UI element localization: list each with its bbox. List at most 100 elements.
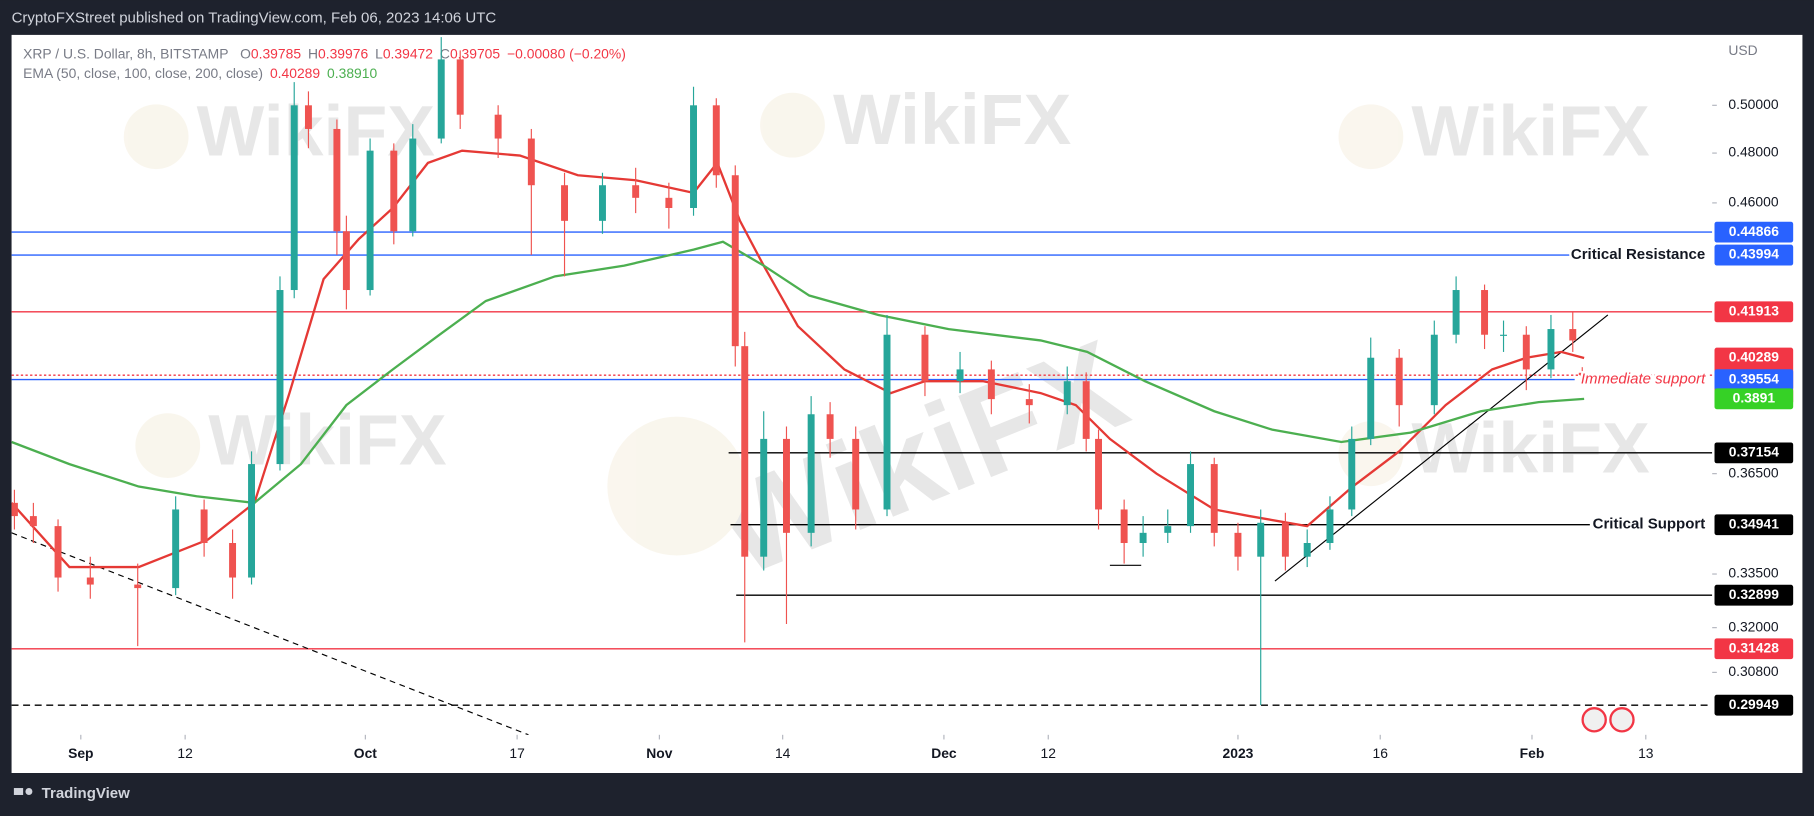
level-annotation: Critical Resistance xyxy=(1571,246,1705,263)
price-label: 0.39554 xyxy=(1729,370,1779,386)
price-label: 0.34941 xyxy=(1729,515,1779,531)
candle-body xyxy=(290,105,298,291)
candle-body xyxy=(409,138,417,232)
price-label: 0.37154 xyxy=(1729,444,1779,460)
footer-text: TradingView xyxy=(42,785,130,802)
candle-body xyxy=(741,346,749,557)
price-label: 0.3891 xyxy=(1733,389,1776,405)
candle-body xyxy=(783,438,790,533)
ohlc-value: 0.39472 xyxy=(383,45,433,61)
ohlc-value: 0.39785 xyxy=(251,45,301,61)
candle-body xyxy=(561,185,569,221)
watermark: WikiFX xyxy=(1411,92,1650,172)
candle-body xyxy=(599,185,606,221)
candle-body xyxy=(333,128,341,232)
candle-body xyxy=(342,231,350,291)
y-tick-label: 0.50000 xyxy=(1728,96,1778,112)
candle-body xyxy=(760,438,768,557)
candle-body xyxy=(883,334,891,510)
x-tick-label: Nov xyxy=(646,745,672,761)
candle-body xyxy=(456,59,464,115)
candle-body xyxy=(1120,509,1128,544)
price-label: 0.29949 xyxy=(1729,696,1779,712)
watermark-emblem xyxy=(760,92,825,158)
symbol: XRP / U.S. Dollar, 8h, BITSTAMP xyxy=(23,45,228,61)
candle-body xyxy=(712,105,720,176)
candle-body xyxy=(304,105,312,129)
price-label-box xyxy=(1714,244,1794,266)
price-label-box xyxy=(1714,584,1794,606)
candle-body xyxy=(366,150,374,291)
x-tick-label: 16 xyxy=(1373,745,1389,761)
candle-body xyxy=(1395,357,1403,406)
price-label-box xyxy=(1714,388,1794,410)
ohlc-value: 0.39705 xyxy=(450,45,500,61)
x-tick-label: 2023 xyxy=(1223,745,1254,761)
candle-body xyxy=(1139,532,1147,544)
y-tick-label: 0.30800 xyxy=(1728,663,1778,679)
candle-body xyxy=(1303,543,1311,557)
candle-body xyxy=(1234,532,1242,557)
ohlc-key: L xyxy=(375,45,383,61)
candle-body xyxy=(86,577,94,585)
ema-value: 0.40289 xyxy=(270,65,320,81)
candle-body xyxy=(956,369,964,382)
plot-background xyxy=(11,34,1803,773)
y-tick-label: 0.36500 xyxy=(1728,464,1778,480)
price-label-box xyxy=(1714,347,1794,369)
flag-icon xyxy=(1581,707,1607,733)
candle-body xyxy=(1430,334,1438,406)
watermark-emblem xyxy=(1338,104,1404,170)
trendline xyxy=(11,532,529,735)
watermark: WikiFX xyxy=(1411,409,1650,489)
candle-body xyxy=(1348,438,1356,510)
x-tick-label: 12 xyxy=(177,745,193,761)
candle-body xyxy=(437,59,445,139)
candle-body xyxy=(826,414,834,439)
publisher: CryptoFXStreet published on TradingView.… xyxy=(12,10,497,27)
flag-icon xyxy=(1609,707,1635,733)
level-annotation: Immediate support xyxy=(1581,371,1706,388)
ohlc-key: O xyxy=(240,45,251,61)
x-tick-label: 14 xyxy=(775,745,791,761)
ohlc-key: H xyxy=(308,45,318,61)
candle-body xyxy=(29,516,37,527)
x-tick-label: Oct xyxy=(354,745,378,761)
ema-value: 0.38910 xyxy=(327,65,377,81)
ema-name: EMA (50, close, 100, close, 200, close) xyxy=(23,65,263,81)
candle-body xyxy=(1164,526,1172,533)
price-label-box xyxy=(1714,301,1794,323)
ema-legend: EMA (50, close, 100, close, 200, close) 0… xyxy=(23,65,377,81)
watermark-emblem xyxy=(135,413,201,478)
candle-body xyxy=(1547,329,1555,370)
ema-line xyxy=(11,240,1585,505)
x-tick-label: Sep xyxy=(68,745,93,761)
x-tick-label: 17 xyxy=(509,745,525,761)
price-label: 0.43994 xyxy=(1729,246,1779,262)
ohlc-value: 0.39976 xyxy=(318,45,368,61)
price-label: 0.31428 xyxy=(1729,639,1779,655)
candle-body xyxy=(1569,329,1577,341)
price-label-box xyxy=(1714,514,1794,536)
price-label: 0.41913 xyxy=(1729,302,1779,318)
candle-body xyxy=(276,290,284,465)
watermark: WikiFX xyxy=(208,401,447,481)
level-annotation: Critical Support xyxy=(1593,516,1706,533)
price-label: 0.32899 xyxy=(1729,586,1779,602)
candle-body xyxy=(11,502,18,517)
candle-body xyxy=(1326,509,1334,544)
candle-body xyxy=(807,414,815,533)
candle-body xyxy=(987,369,995,400)
candle-body xyxy=(494,114,502,139)
ohlc-key: C xyxy=(440,45,450,61)
candle-body xyxy=(134,584,142,589)
x-tick-label: Feb xyxy=(1520,745,1545,761)
plot-area xyxy=(11,37,1713,735)
candle-body xyxy=(248,464,256,578)
candle-body xyxy=(1452,290,1460,335)
candle-body xyxy=(172,509,180,589)
candle-body xyxy=(1522,334,1530,370)
candle-body xyxy=(1281,522,1289,557)
change: −0.00080 (−0.20%) xyxy=(507,45,626,61)
